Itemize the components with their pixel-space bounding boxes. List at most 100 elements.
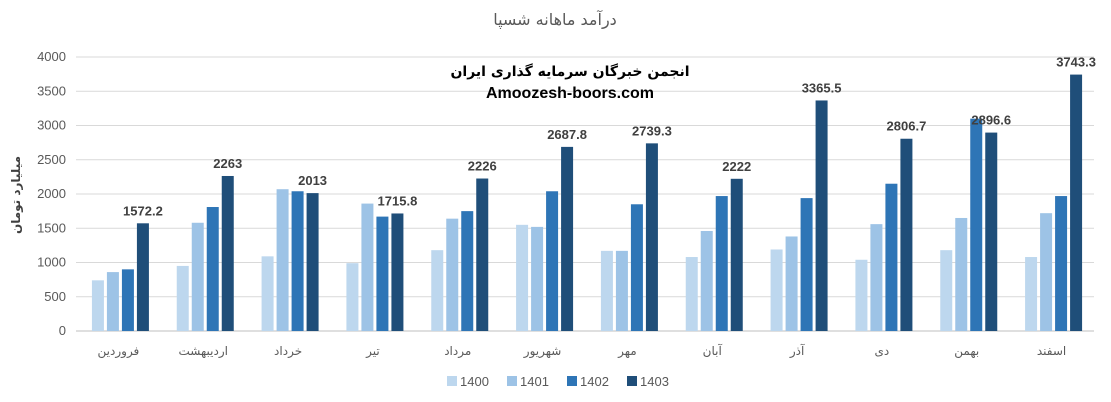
x-tick-label: اسفند xyxy=(1037,344,1066,358)
chart-title: درآمد ماهانه شسپا xyxy=(493,10,617,30)
bar-1403 xyxy=(306,193,319,331)
legend-swatch xyxy=(627,376,637,386)
bar-1401 xyxy=(531,226,544,331)
bar-1400 xyxy=(176,265,189,331)
bar-1400 xyxy=(770,249,783,331)
y-tick-label: 0 xyxy=(59,323,66,338)
bar-1401 xyxy=(106,272,119,331)
bar-1402 xyxy=(885,183,898,331)
bar-1402 xyxy=(461,211,474,331)
bar-1403 xyxy=(900,138,913,331)
y-tick-label: 2000 xyxy=(37,186,66,201)
bar-1400 xyxy=(431,250,444,331)
x-tick-label: شهریور xyxy=(523,344,562,359)
bars xyxy=(91,74,1083,332)
legend-swatch xyxy=(567,376,577,386)
bar-1402 xyxy=(1055,196,1068,331)
bar-1400 xyxy=(261,256,274,331)
data-label: 2226 xyxy=(468,159,497,174)
x-axis-categories: فروردین اردیبهشت خرداد تیر مرداد شهریور مهر آبا… xyxy=(98,343,1067,359)
bar-1400 xyxy=(516,224,529,331)
bar-1402 xyxy=(800,198,813,331)
gridlines xyxy=(76,56,1094,332)
bar-1403 xyxy=(985,132,998,331)
y-tick-label: 500 xyxy=(44,289,66,304)
bar-1403 xyxy=(730,178,743,331)
bar-1401 xyxy=(361,203,374,331)
legend: 1400 1401 1402 1403 xyxy=(447,374,669,389)
bar-1400 xyxy=(940,250,953,331)
data-label: 2222 xyxy=(722,159,751,174)
bar-1402 xyxy=(206,207,219,331)
legend-label: 1403 xyxy=(640,374,669,389)
data-label: 2687.8 xyxy=(547,127,587,142)
y-tick-label: 2500 xyxy=(37,152,66,167)
bar-1401 xyxy=(870,224,883,331)
data-label: 3365.5 xyxy=(802,80,842,95)
x-tick-label: مهر xyxy=(617,344,637,359)
bar-1403 xyxy=(1070,74,1083,331)
bar-1403 xyxy=(561,146,574,331)
bar-1402 xyxy=(715,196,728,331)
legend-label: 1400 xyxy=(460,374,489,389)
data-label: 2013 xyxy=(298,173,327,188)
bar-1403 xyxy=(645,143,658,331)
annotation-url: Amoozesh-boors.com xyxy=(486,85,654,102)
data-label: 1715.8 xyxy=(378,193,418,208)
bar-1400 xyxy=(346,263,359,331)
bar-1401 xyxy=(446,218,459,331)
y-tick-label: 1500 xyxy=(37,220,66,235)
annotation-title: انجمن خبرگان سرمایه گذاری ایران xyxy=(450,63,689,80)
bar-1401 xyxy=(700,230,713,331)
legend-swatch xyxy=(447,376,457,386)
bar-1401 xyxy=(191,222,204,331)
bar-1403 xyxy=(391,213,404,331)
bar-1401 xyxy=(615,250,628,331)
bar-1402 xyxy=(376,216,389,331)
y-axis-label: میلیارد تومان xyxy=(9,156,24,234)
bar-1400 xyxy=(855,259,868,331)
bar-1402 xyxy=(630,204,643,331)
y-tick-label: 4000 xyxy=(37,49,66,64)
data-label: 2739.3 xyxy=(632,123,672,138)
bar-1401 xyxy=(785,236,798,331)
bar-1403 xyxy=(136,223,149,331)
legend-label: 1401 xyxy=(520,374,549,389)
bar-1400 xyxy=(685,257,698,331)
bar-1401 xyxy=(276,189,289,331)
legend-swatch xyxy=(507,376,517,386)
x-tick-label: بهمن xyxy=(954,344,979,359)
y-tick-label: 3500 xyxy=(37,83,66,98)
x-tick-label: فروردین xyxy=(98,344,140,359)
bar-1401 xyxy=(955,217,968,331)
bar-1402 xyxy=(291,191,304,331)
bar-1402 xyxy=(121,269,134,331)
bar-1402 xyxy=(546,191,559,331)
x-tick-label: آبان xyxy=(703,343,723,358)
bar-1400 xyxy=(91,280,104,331)
bar-1403 xyxy=(221,175,234,331)
x-tick-label: مرداد xyxy=(444,344,471,359)
x-tick-label: اردیبهشت xyxy=(179,344,228,359)
legend-label: 1402 xyxy=(580,374,609,389)
data-label: 2263 xyxy=(213,156,242,171)
x-tick-label: خرداد xyxy=(274,344,302,359)
y-axis-ticks: 0 500 1000 1500 2000 2500 3000 3500 4000 xyxy=(37,49,66,338)
data-labels: 1572.2 2263 2013 1715.8 2226 2687.8 2739.3 2222… xyxy=(123,55,1096,219)
data-label: 1572.2 xyxy=(123,203,163,218)
data-label: 3743.3 xyxy=(1056,55,1096,70)
bar-1401 xyxy=(1040,213,1053,331)
data-label: 2896.6 xyxy=(971,113,1011,128)
data-label: 2806.7 xyxy=(887,119,927,134)
bar-1400 xyxy=(1025,257,1038,331)
bar-1402 xyxy=(970,118,983,332)
y-tick-label: 1000 xyxy=(37,255,66,270)
y-tick-label: 3000 xyxy=(37,118,66,133)
bar-1400 xyxy=(600,250,613,331)
x-tick-label: تیر xyxy=(365,344,380,359)
bar-1403 xyxy=(815,100,828,331)
x-tick-label: دی xyxy=(875,344,890,358)
bar-1403 xyxy=(476,178,489,331)
x-tick-label: آذر xyxy=(789,343,805,359)
